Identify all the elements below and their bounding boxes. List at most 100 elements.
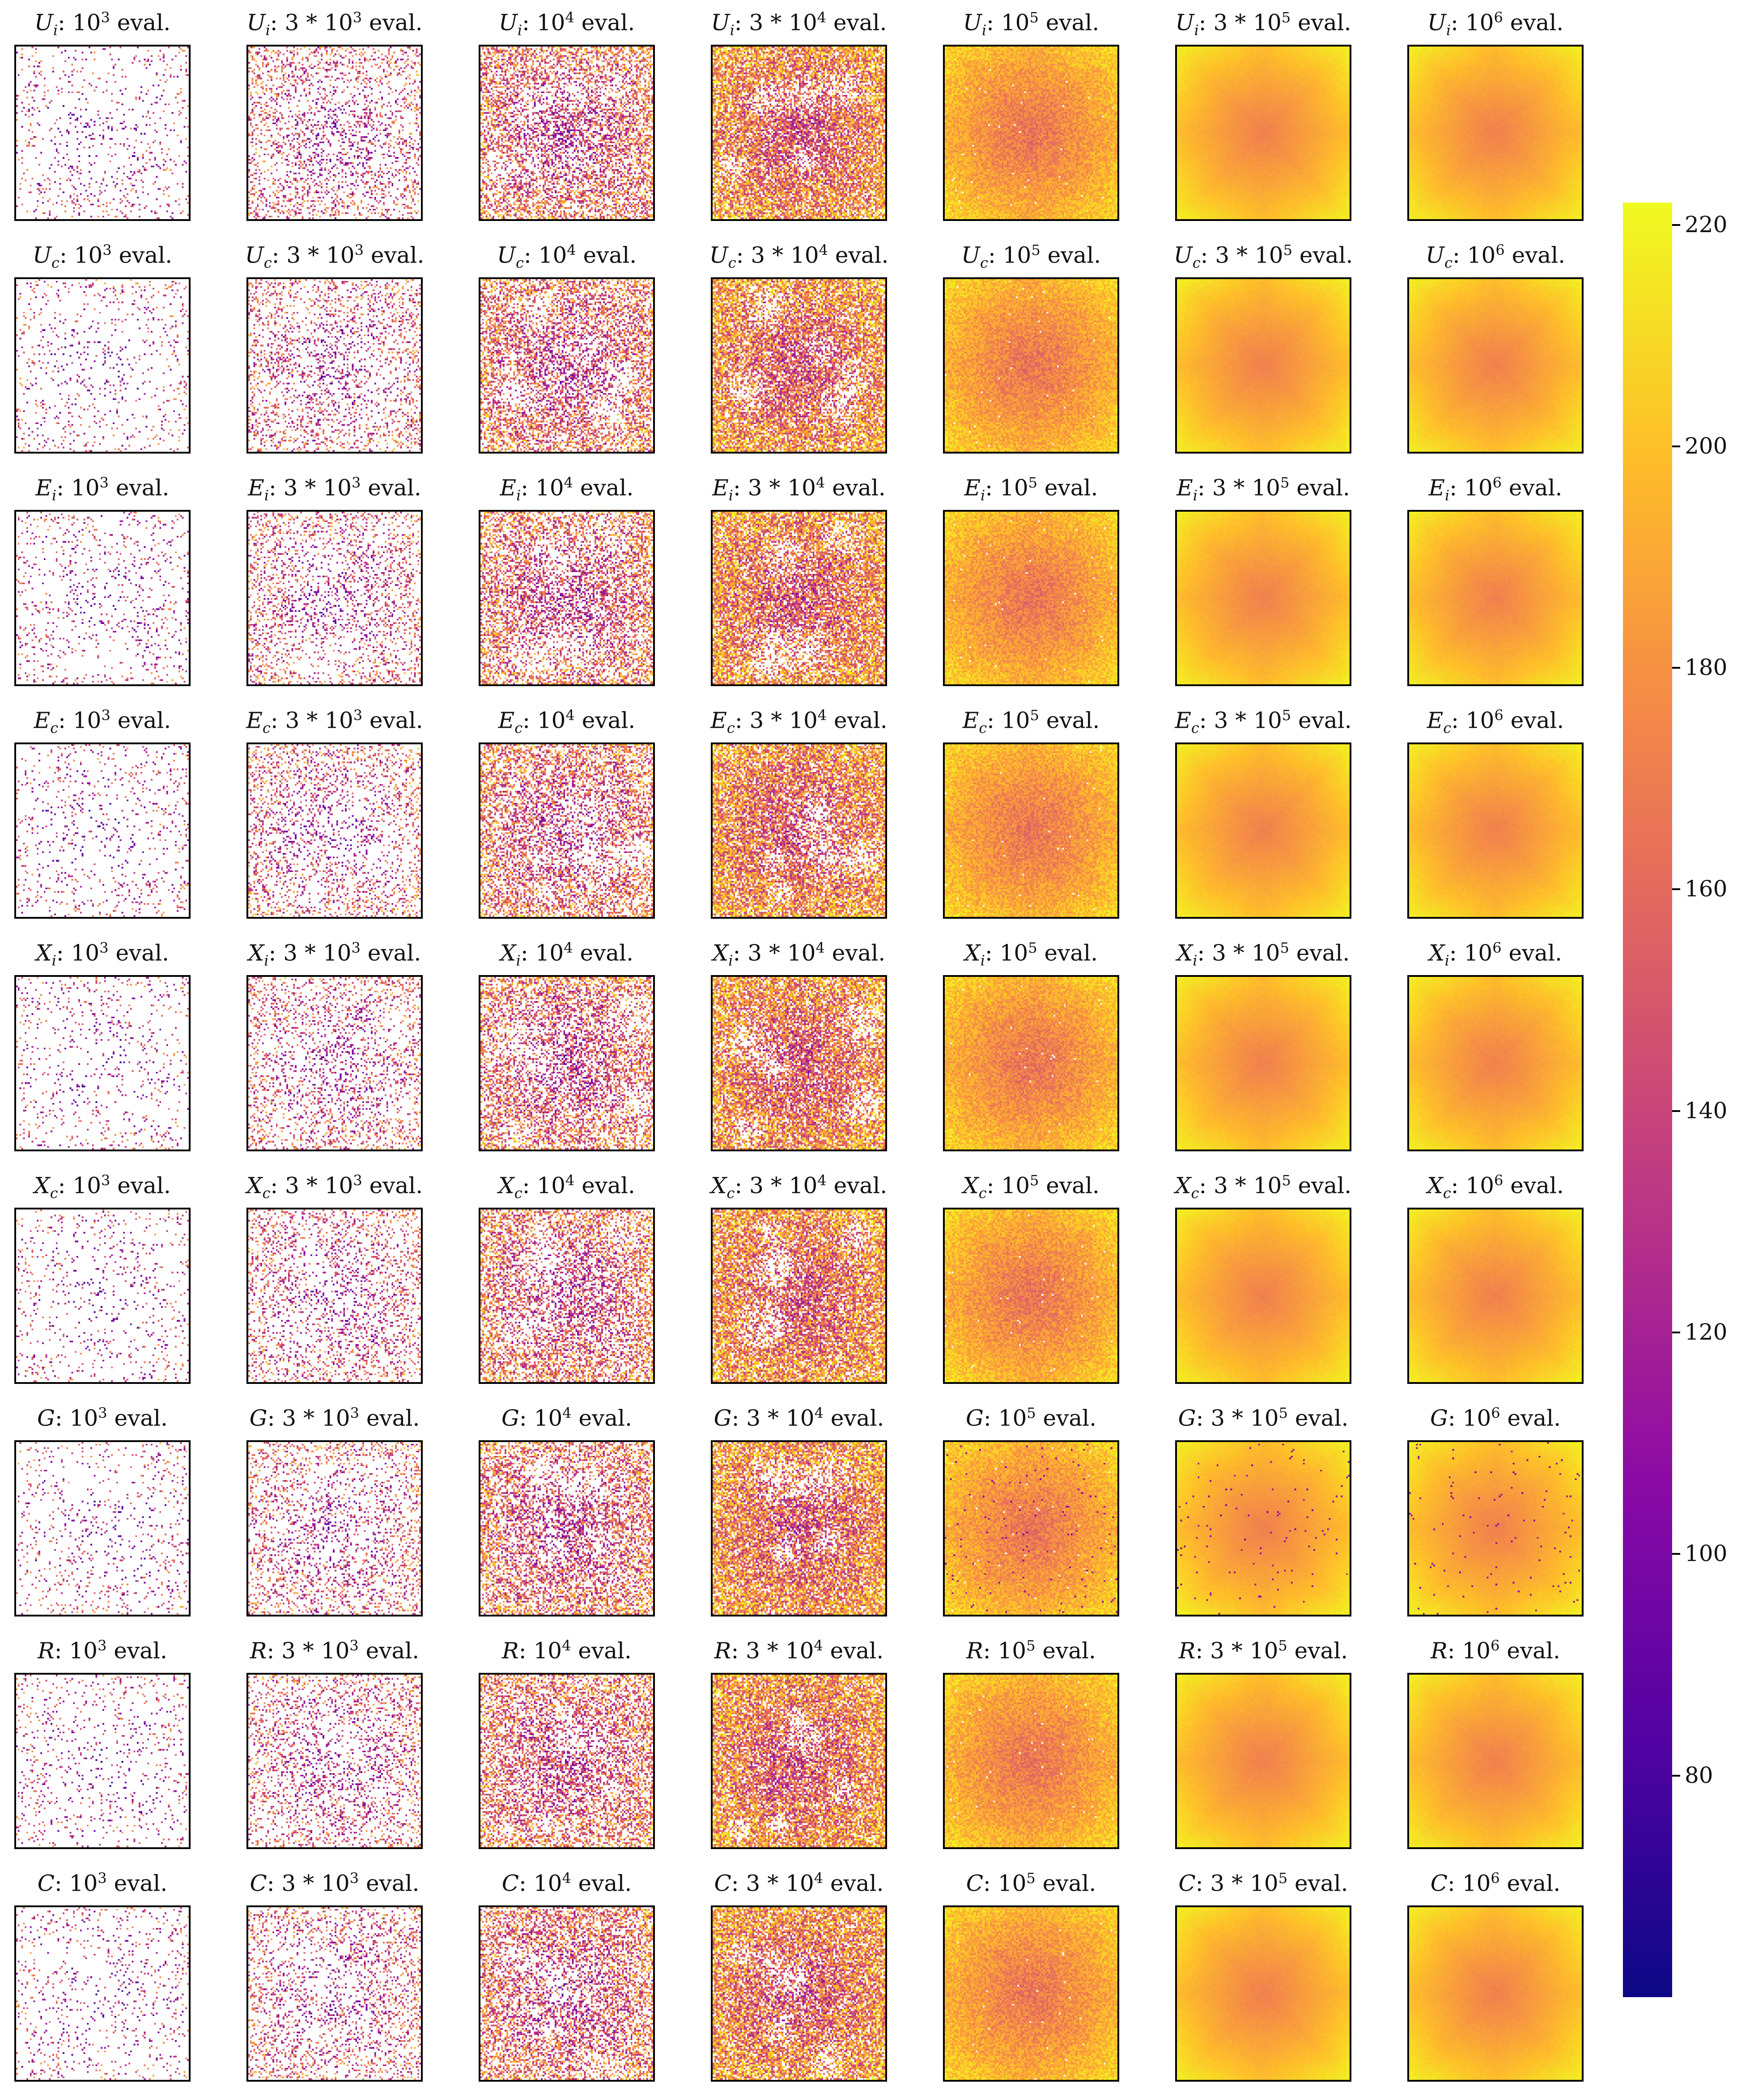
panel-title: C: 104 eval. bbox=[501, 1870, 632, 1896]
panel-title: Uc: 104 eval. bbox=[497, 242, 637, 272]
heatmap-panel bbox=[246, 1673, 423, 1849]
panel-title: Uc: 105 eval. bbox=[961, 242, 1101, 272]
panel-title: Ei: 3 * 105 eval. bbox=[1176, 474, 1350, 504]
panel-title: Ei: 106 eval. bbox=[1428, 474, 1563, 504]
panel-title: C: 3 * 104 eval. bbox=[714, 1870, 884, 1896]
heatmap-panel bbox=[943, 742, 1119, 919]
heatmap-panel bbox=[1407, 45, 1584, 221]
heatmap-panel bbox=[711, 277, 887, 454]
heatmap-panel bbox=[1175, 277, 1351, 454]
panel-title: R: 104 eval. bbox=[502, 1637, 632, 1664]
heatmap-panel bbox=[943, 1208, 1119, 1384]
panel-title: Uc: 3 * 103 eval. bbox=[245, 242, 425, 272]
heatmap-panel bbox=[14, 1673, 191, 1849]
heatmap-panel bbox=[943, 1673, 1119, 1849]
panel-title: Ec: 3 * 104 eval. bbox=[710, 707, 888, 737]
heatmap-panel bbox=[943, 1440, 1119, 1616]
heatmap-panel bbox=[14, 1440, 191, 1616]
colorbar-tick-label: 180 bbox=[1685, 654, 1728, 681]
panel-title: Xc: 3 * 103 eval. bbox=[246, 1172, 423, 1202]
heatmap-panel bbox=[711, 45, 887, 221]
panel-title: Xi: 3 * 103 eval. bbox=[248, 939, 421, 969]
panel-title: Ei: 105 eval. bbox=[964, 474, 1098, 504]
panel-title: Ec: 105 eval. bbox=[962, 707, 1100, 737]
panel-title: Ui: 104 eval. bbox=[498, 9, 635, 39]
panel-title: Xc: 103 eval. bbox=[34, 1172, 171, 1202]
colorbar-tick bbox=[1672, 667, 1680, 669]
panel-title: Xi: 104 eval. bbox=[500, 939, 633, 969]
colorbar-tick bbox=[1672, 224, 1680, 226]
heatmap-panel bbox=[1407, 742, 1584, 919]
heatmap-panel bbox=[14, 45, 191, 221]
panel-title: R: 103 eval. bbox=[38, 1637, 167, 1664]
heatmap-panel bbox=[479, 975, 655, 1151]
panel-title: Ec: 103 eval. bbox=[34, 707, 171, 737]
heatmap-panel bbox=[711, 1440, 887, 1616]
heatmap-panel bbox=[943, 45, 1119, 221]
panel-title: Uc: 3 * 104 eval. bbox=[709, 242, 889, 272]
colorbar: 80 100 120 140 160 180 200 220 bbox=[1623, 203, 1727, 1997]
heatmap-panel bbox=[943, 1905, 1119, 2082]
heatmap-panel bbox=[246, 1208, 423, 1384]
heatmap-panel bbox=[479, 742, 655, 919]
colorbar-tick bbox=[1672, 445, 1680, 447]
colorbar-tick bbox=[1672, 1774, 1680, 1777]
colorbar-gradient bbox=[1623, 203, 1672, 1997]
heatmap-panel bbox=[479, 45, 655, 221]
heatmap-panel bbox=[14, 975, 191, 1151]
heatmap-panel bbox=[1175, 1208, 1351, 1384]
heatmap-panel bbox=[14, 1208, 191, 1384]
panel-title: Ui: 3 * 105 eval. bbox=[1175, 9, 1351, 39]
heatmap-panel bbox=[479, 277, 655, 454]
heatmap-panel bbox=[711, 1673, 887, 1849]
panel-title: Xi: 3 * 105 eval. bbox=[1176, 939, 1350, 969]
heatmap-panel bbox=[246, 1440, 423, 1616]
panel-title: G: 105 eval. bbox=[965, 1404, 1097, 1431]
panel-title: Xi: 106 eval. bbox=[1428, 939, 1562, 969]
heatmap-panel bbox=[711, 975, 887, 1151]
panel-title: Xi: 105 eval. bbox=[964, 939, 1098, 969]
panel-title: Ei: 104 eval. bbox=[500, 474, 634, 504]
panel-title: R: 3 * 103 eval. bbox=[250, 1637, 420, 1664]
colorbar-tick bbox=[1672, 1553, 1680, 1555]
colorbar-tick-label: 220 bbox=[1685, 211, 1728, 238]
heatmap-panel bbox=[479, 510, 655, 686]
colorbar-tick-label: 100 bbox=[1685, 1540, 1728, 1567]
heatmap-panel bbox=[1407, 975, 1584, 1151]
heatmap-panel bbox=[1175, 1673, 1351, 1849]
heatmap-panel bbox=[14, 742, 191, 919]
panel-title: G: 3 * 105 eval. bbox=[1178, 1404, 1349, 1431]
heatmap-panel bbox=[1175, 1905, 1351, 2082]
colorbar-tick bbox=[1672, 1110, 1680, 1112]
colorbar-tick-label: 120 bbox=[1685, 1319, 1728, 1345]
heatmap-panel bbox=[14, 1905, 191, 2082]
panel-title: Ui: 103 eval. bbox=[34, 9, 171, 39]
heatmap-panel bbox=[246, 742, 423, 919]
panel-title: Ec: 3 * 103 eval. bbox=[246, 707, 423, 737]
heatmap-panel bbox=[943, 277, 1119, 454]
heatmap-panel bbox=[711, 1208, 887, 1384]
heatmap-panel bbox=[711, 1905, 887, 2082]
panel-title: R: 106 eval. bbox=[1431, 1637, 1560, 1664]
heatmap-panel bbox=[14, 277, 191, 454]
panel-title: Uc: 3 * 105 eval. bbox=[1173, 242, 1353, 272]
panel-title: Ec: 106 eval. bbox=[1427, 707, 1564, 737]
colorbar-tick-label: 160 bbox=[1685, 876, 1728, 902]
panel-title: Ui: 105 eval. bbox=[963, 9, 1100, 39]
panel-title: Xc: 3 * 104 eval. bbox=[710, 1172, 888, 1202]
heatmap-panel bbox=[479, 1673, 655, 1849]
heatmap-panel bbox=[943, 510, 1119, 686]
heatmap-panel bbox=[246, 277, 423, 454]
heatmap-panel bbox=[246, 975, 423, 1151]
colorbar-tick-label: 200 bbox=[1685, 433, 1728, 459]
panel-title: Xc: 106 eval. bbox=[1427, 1172, 1564, 1202]
panel-title: Uc: 106 eval. bbox=[1425, 242, 1566, 272]
panel-title: Ui: 3 * 104 eval. bbox=[711, 9, 887, 39]
heatmap-panel bbox=[246, 45, 423, 221]
colorbar-tick bbox=[1672, 1332, 1680, 1334]
panel-title: G: 106 eval. bbox=[1430, 1404, 1561, 1431]
panel-title: G: 104 eval. bbox=[501, 1404, 633, 1431]
heatmap-panel bbox=[1175, 510, 1351, 686]
heatmap-panel bbox=[1407, 1208, 1584, 1384]
panel-title: R: 3 * 104 eval. bbox=[714, 1637, 884, 1664]
